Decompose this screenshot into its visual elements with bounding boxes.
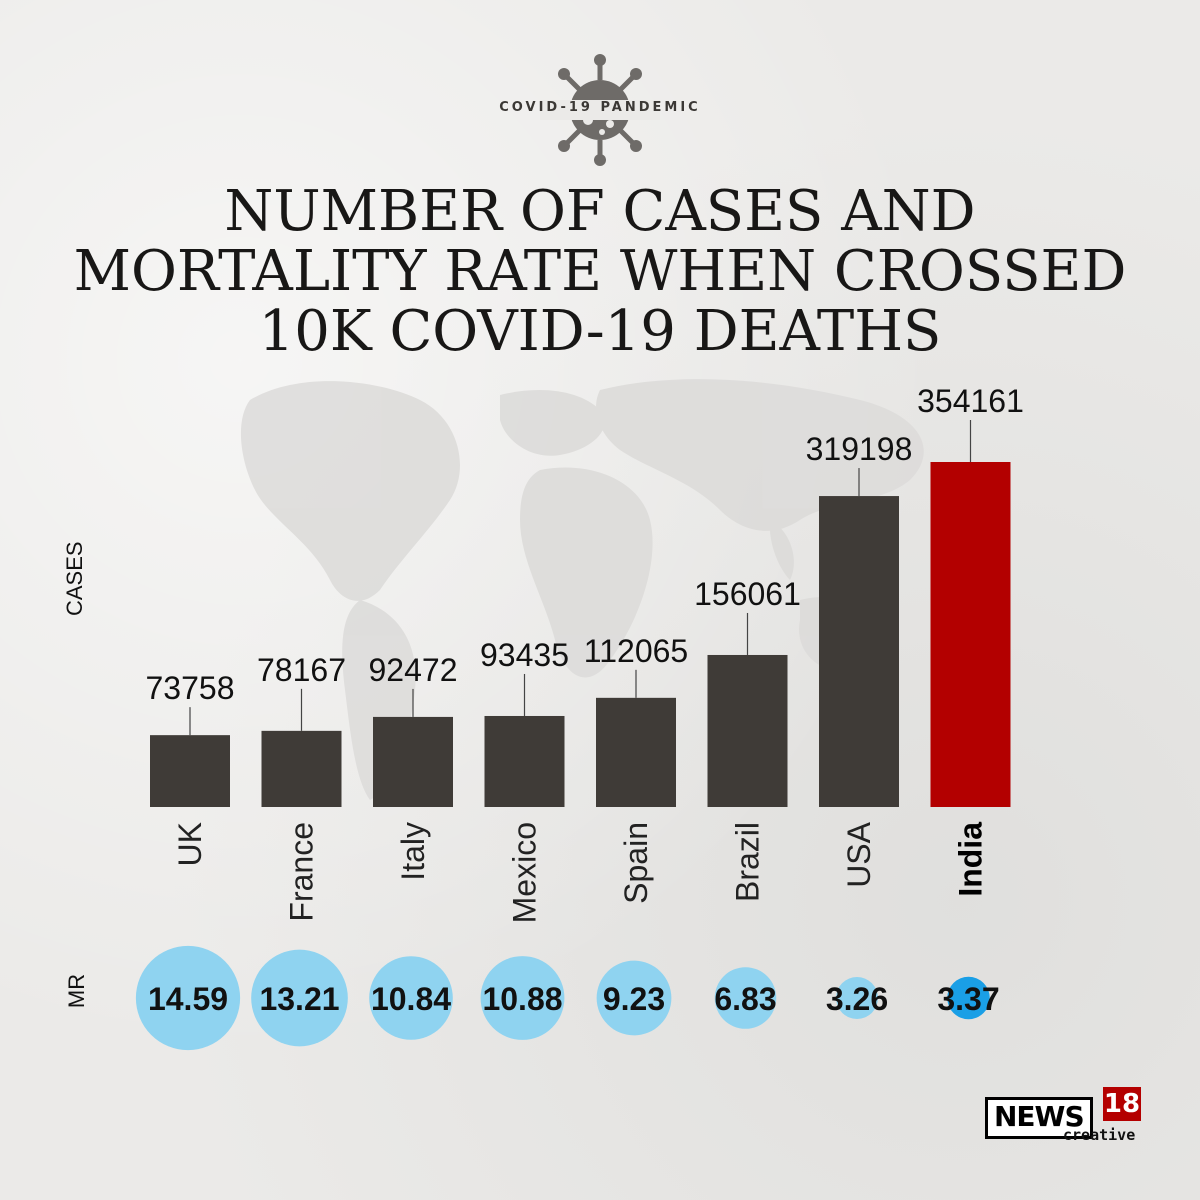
category-label-france: France	[284, 822, 320, 922]
category-label-usa: USA	[841, 821, 877, 887]
mr-bubble-uk	[135, 945, 241, 1051]
value-label-usa: 319198	[806, 431, 913, 467]
logo-number: 18	[1103, 1087, 1141, 1121]
value-label-brazil: 156061	[694, 576, 801, 612]
category-label-mexico: Mexico	[507, 822, 543, 923]
mr-value-france: 13.21	[259, 981, 339, 1017]
mr-bubble-india	[947, 976, 990, 1020]
category-label-brazil: Brazil	[730, 822, 766, 902]
value-label-mexico: 93435	[480, 637, 569, 673]
category-label-india: India	[953, 822, 989, 897]
bar-mexico	[484, 715, 565, 807]
title-line-3: 10K COVID-19 DEATHS	[258, 299, 942, 364]
value-label-uk: 73758	[146, 670, 235, 706]
bar-france	[261, 730, 342, 807]
news18-logo: NEWS 18 creative	[985, 1087, 1145, 1147]
category-label-italy: Italy	[395, 822, 431, 881]
mr-value-usa: 3.26	[826, 981, 888, 1017]
value-label-france: 78167	[257, 652, 346, 688]
bar-spain	[596, 697, 676, 807]
mr-bubble-mexico	[480, 956, 565, 1040]
mr-value-italy: 10.84	[371, 981, 451, 1017]
bar-usa	[819, 496, 899, 807]
mr-bubble-italy	[369, 956, 453, 1040]
value-label-spain: 112065	[584, 633, 688, 669]
mr-value-india: 3.37	[937, 981, 999, 1017]
bar-uk	[150, 735, 230, 807]
mr-value-spain: 9.23	[603, 981, 665, 1017]
bar-brazil	[707, 654, 788, 807]
mr-value-uk: 14.59	[148, 981, 228, 1017]
logo-sub: creative	[1063, 1126, 1136, 1144]
title-line-2: MORTALITY RATE WHEN CROSSED	[73, 239, 1127, 304]
mr-bubble-spain	[596, 960, 672, 1036]
category-label-uk: UK	[172, 822, 208, 866]
mr-bubble-brazil	[714, 967, 777, 1029]
mr-bubble-france	[251, 949, 348, 1047]
kicker: COVID-19 PANDEMIC	[499, 100, 701, 115]
bar-italy	[373, 716, 453, 807]
value-label-italy: 92472	[369, 652, 458, 688]
mr-value-brazil: 6.83	[714, 981, 776, 1017]
logo-brand: NEWS	[985, 1097, 1093, 1139]
value-label-india: 354161	[917, 383, 1024, 419]
mr-value-mexico: 10.88	[482, 981, 562, 1017]
title-line-1: NUMBER OF CASES AND	[224, 179, 976, 244]
mr-bubble-usa	[836, 977, 878, 1019]
virus-icon	[540, 54, 660, 166]
bar-india	[930, 462, 1011, 807]
category-label-spain: Spain	[618, 822, 654, 904]
